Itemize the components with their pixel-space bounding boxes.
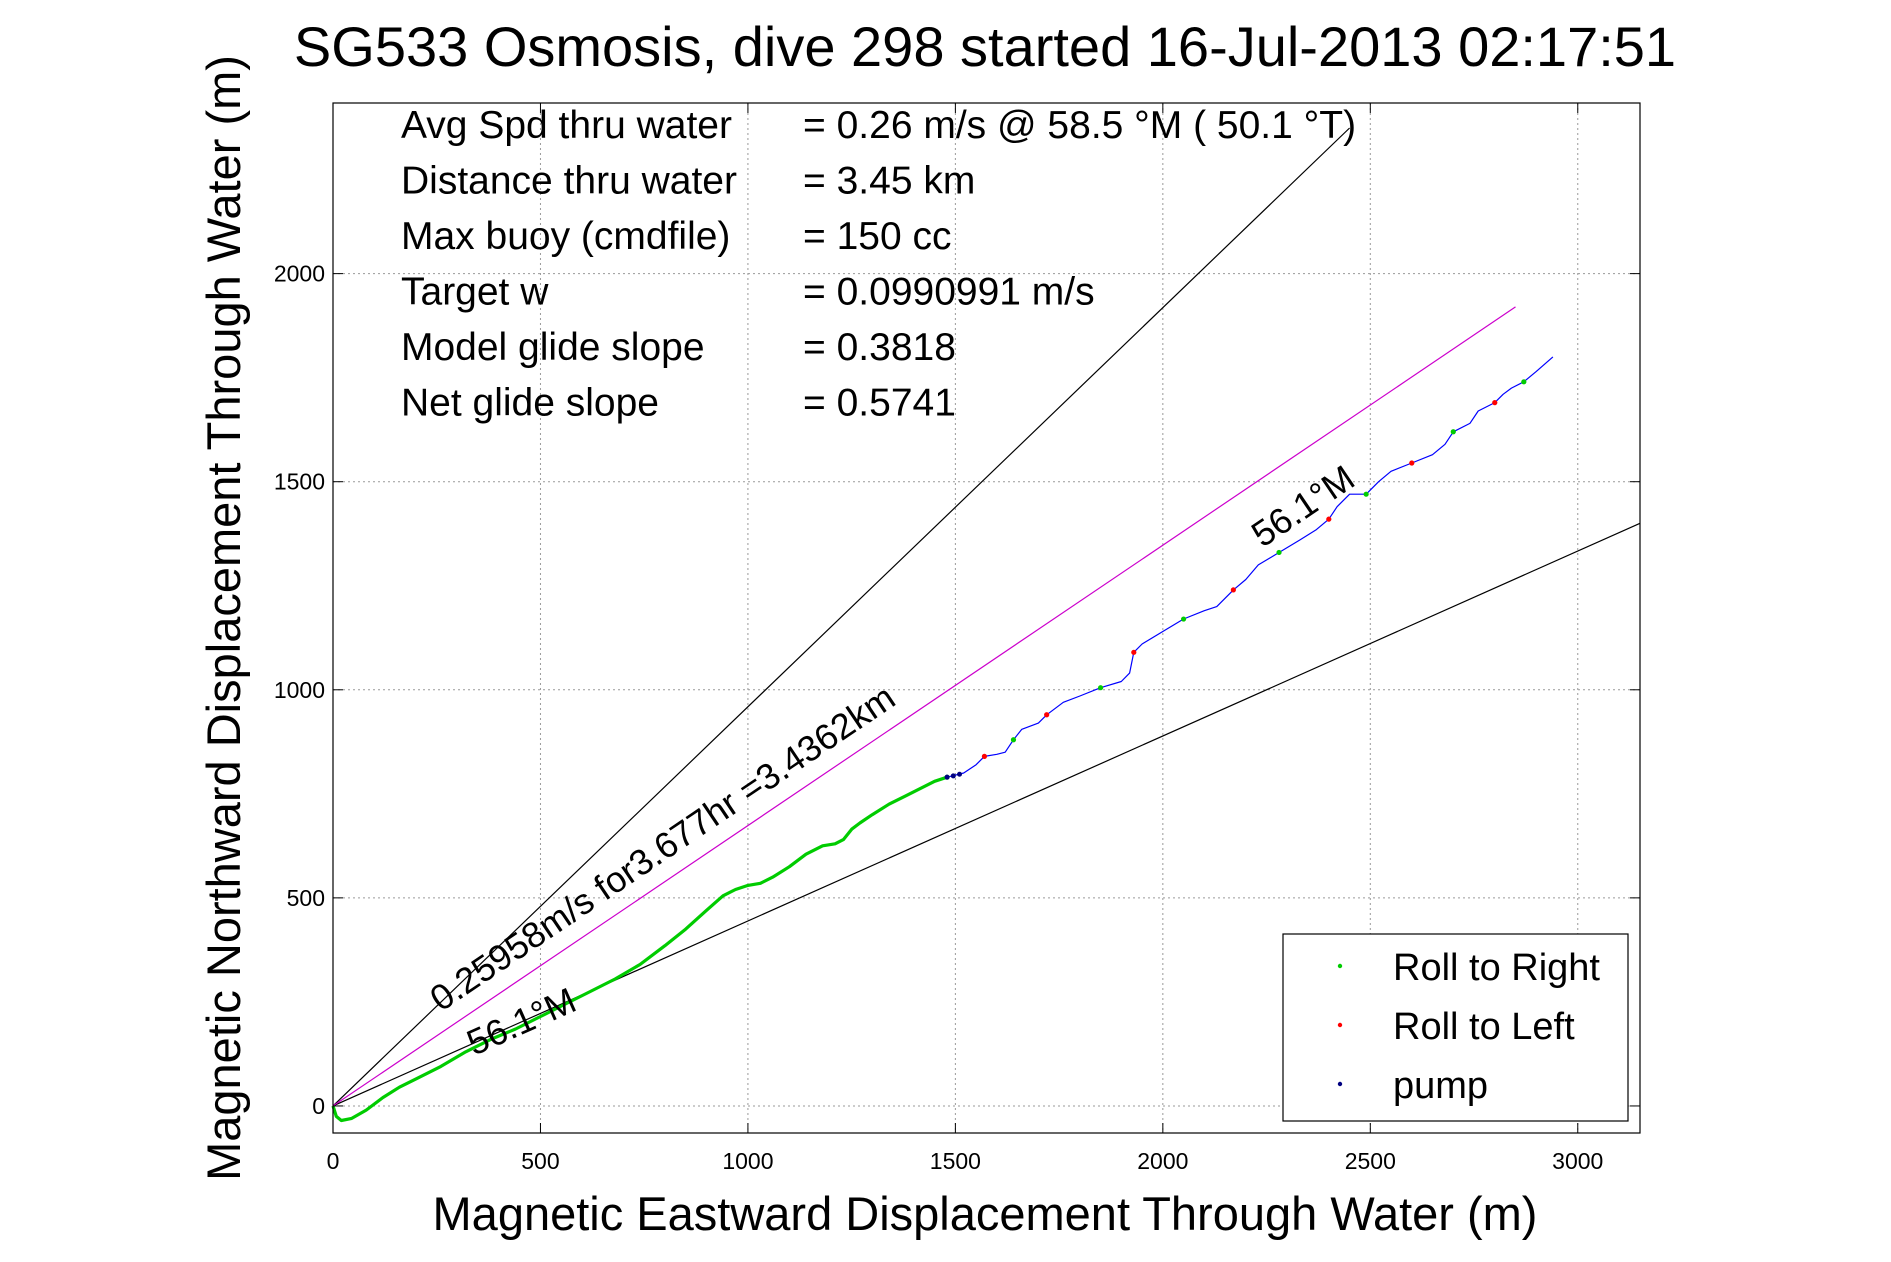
roll-marker	[1409, 460, 1415, 466]
x-tick-label: 0	[327, 1148, 340, 1174]
x-tick-label: 3000	[1552, 1148, 1603, 1174]
x-tick-label: 2500	[1345, 1148, 1396, 1174]
legend: Roll to Right Roll to Left pump	[1282, 933, 1629, 1122]
roll-marker	[1276, 549, 1282, 556]
roll-marker	[1521, 379, 1527, 385]
info-label: Target w	[401, 271, 549, 314]
legend-label: Roll to Right	[1393, 947, 1600, 989]
line-annotation: 0.25958m/s for3.677hr =3.4362km	[422, 676, 902, 1019]
series-line-1	[332, 522, 1641, 1107]
info-label: Distance thru water	[401, 160, 737, 203]
info-value: = 0.0990991 m/s	[803, 271, 1095, 314]
roll-marker	[1131, 649, 1137, 655]
legend-marker	[1337, 963, 1343, 969]
roll-marker	[1010, 737, 1017, 743]
pump-marker	[944, 774, 950, 780]
info-value: = 0.3818	[803, 326, 956, 369]
series-line-0	[332, 127, 1351, 1107]
grid	[332, 103, 1640, 1133]
info-value: = 150 cc	[803, 215, 952, 258]
y-tick-label: 1500	[274, 469, 325, 495]
series-line-4	[946, 356, 1554, 778]
roll-marker	[1363, 491, 1369, 497]
legend-label: Roll to Left	[1393, 1006, 1575, 1048]
roll-marker	[1450, 429, 1456, 435]
info-value: = 0.5741	[803, 382, 956, 425]
plot-area-frame	[332, 102, 1641, 1134]
series-line-2	[332, 306, 1516, 1107]
y-tick-label: 2000	[274, 261, 325, 287]
roll-marker	[1044, 712, 1050, 718]
series-line-3	[331, 775, 948, 1123]
series-group	[331, 127, 1641, 1123]
legend-marker	[1337, 1022, 1343, 1028]
roll-marker	[1326, 516, 1332, 522]
roll-marker	[1180, 616, 1187, 622]
x-tick-label: 1500	[930, 1148, 981, 1174]
info-value: = 3.45 km	[803, 160, 975, 203]
annotations: 0.25958m/s for3.677hr =3.4362km56.1°M56.…	[422, 457, 1361, 1063]
roll-marker	[1098, 685, 1104, 691]
x-axis-label: Magnetic Eastward Displacement Through W…	[433, 1187, 1538, 1240]
y-axis-label: Magnetic Northward Displacement Through …	[197, 55, 250, 1181]
info-panel: Avg Spd thru water = 0.26 m/s @ 58.5 °M (…	[401, 104, 1356, 425]
roll-marker	[1230, 587, 1236, 593]
line-annotation: 56.1°M	[1244, 457, 1362, 555]
pump-marker	[950, 773, 956, 779]
chart-title: SG533 Osmosis, dive 298 started 16-Jul-2…	[294, 15, 1676, 78]
pump-marker	[957, 771, 963, 777]
y-tick-label: 500	[287, 885, 325, 911]
info-label: Net glide slope	[401, 382, 659, 425]
info-label: Max buoy (cmdfile)	[401, 215, 730, 258]
roll-marker	[1492, 400, 1498, 406]
roll-marker	[981, 753, 988, 759]
info-value: = 0.26 m/s @ 58.5 °M ( 50.1 °T)	[803, 104, 1356, 147]
x-tick-label: 2000	[1137, 1148, 1188, 1174]
axis-ticks: 0 500 1000 1500 2000 2500 3000 0 500 1000 1500 2000	[274, 103, 1640, 1174]
legend-marker	[1337, 1081, 1343, 1087]
info-label: Model glide slope	[401, 326, 705, 369]
x-tick-label: 1000	[722, 1148, 773, 1174]
info-label: Avg Spd thru water	[401, 104, 732, 147]
x-tick-label: 500	[521, 1148, 559, 1174]
y-tick-label: 1000	[274, 677, 325, 703]
legend-label: pump	[1393, 1065, 1488, 1107]
y-tick-label: 0	[312, 1093, 325, 1119]
